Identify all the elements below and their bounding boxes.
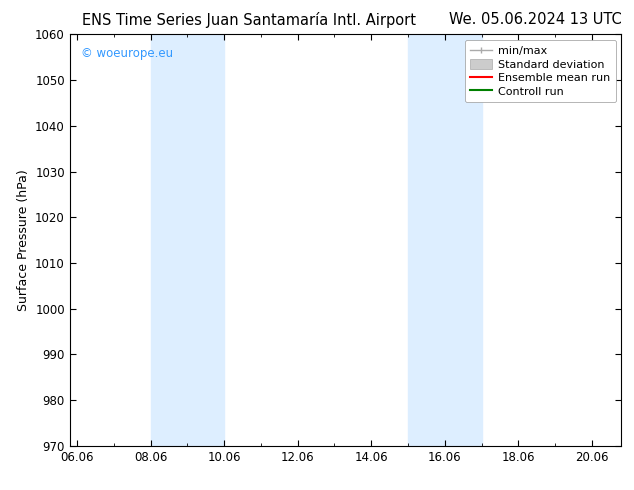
Legend: min/max, Standard deviation, Ensemble mean run, Controll run: min/max, Standard deviation, Ensemble me… [465,40,616,102]
Text: © woeurope.eu: © woeurope.eu [81,47,173,60]
Text: We. 05.06.2024 13 UTC: We. 05.06.2024 13 UTC [449,12,621,27]
Y-axis label: Surface Pressure (hPa): Surface Pressure (hPa) [16,169,30,311]
Bar [408,34,482,446]
Text: ENS Time Series Juan Santamaría Intl. Airport: ENS Time Series Juan Santamaría Intl. Ai… [82,12,417,28]
Bar [151,34,224,446]
